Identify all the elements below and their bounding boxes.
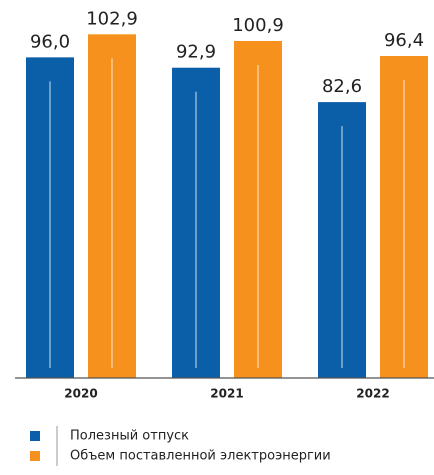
- value-label: 82,6: [322, 76, 362, 97]
- value-label: 92,9: [176, 42, 216, 63]
- legend-swatch: [30, 431, 40, 441]
- x-tick-label: 2021: [210, 387, 243, 401]
- value-label: 100,9: [232, 15, 284, 36]
- legend-swatch: [30, 451, 40, 461]
- legend-label: Полезный отпуск: [70, 429, 189, 444]
- value-label: 102,9: [86, 8, 138, 29]
- x-tick-label: 2020: [64, 387, 97, 401]
- legend-label: Объем поставленной электроэнергии: [70, 449, 331, 464]
- value-label: 96,0: [30, 31, 70, 52]
- value-label: 96,4: [384, 30, 424, 51]
- x-tick-label: 2022: [356, 387, 389, 401]
